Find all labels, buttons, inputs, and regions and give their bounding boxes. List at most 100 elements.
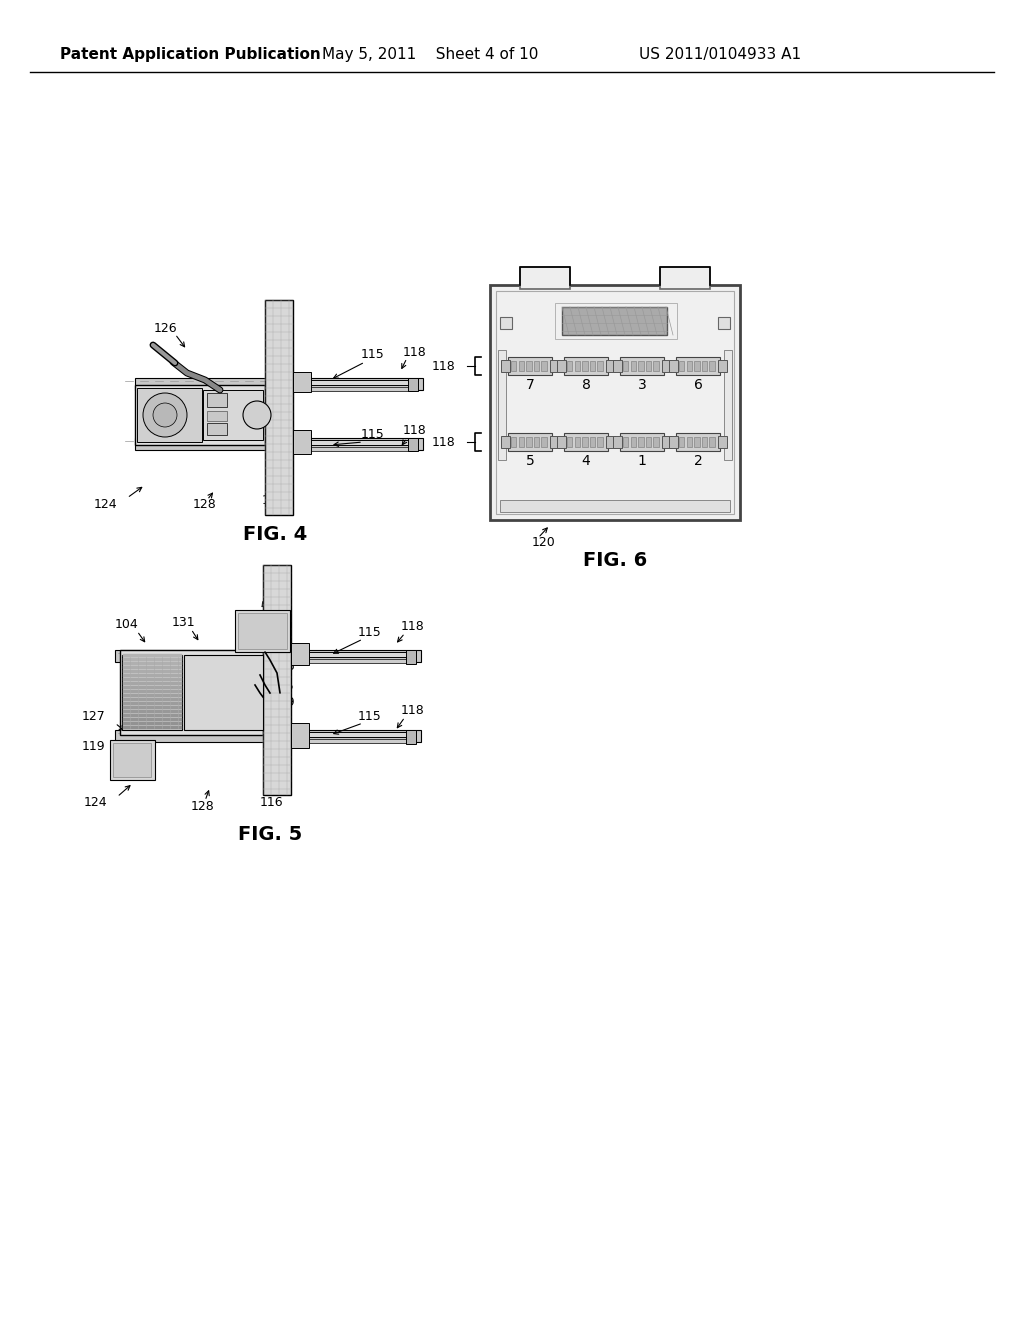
Bar: [710, 437, 715, 447]
Bar: [291, 723, 309, 748]
Text: 124: 124: [93, 499, 117, 511]
Text: 127: 127: [81, 710, 105, 723]
Bar: [135, 438, 423, 450]
Bar: [293, 380, 413, 385]
Text: 135: 135: [271, 681, 295, 693]
Text: 4: 4: [582, 454, 591, 469]
Bar: [662, 436, 671, 447]
Text: 104: 104: [115, 619, 139, 631]
Text: 115: 115: [361, 348, 385, 362]
Text: 118: 118: [401, 705, 425, 718]
Bar: [597, 437, 603, 447]
Text: 118: 118: [401, 620, 425, 634]
Bar: [293, 430, 311, 454]
Bar: [557, 360, 566, 372]
Bar: [613, 436, 622, 447]
Bar: [590, 437, 595, 447]
Bar: [238, 612, 287, 649]
Bar: [550, 360, 559, 372]
Bar: [724, 350, 732, 459]
Bar: [203, 389, 263, 440]
Text: 118: 118: [403, 346, 427, 359]
Bar: [669, 360, 678, 372]
Text: 126: 126: [154, 322, 177, 334]
Bar: [291, 659, 411, 663]
Bar: [496, 290, 734, 513]
Text: US 2011/0104933 A1: US 2011/0104933 A1: [639, 48, 801, 62]
Bar: [676, 433, 720, 451]
Text: 8: 8: [582, 378, 591, 392]
Bar: [623, 437, 629, 447]
Bar: [597, 360, 603, 371]
Bar: [137, 388, 202, 442]
Bar: [526, 437, 531, 447]
Text: 115: 115: [358, 710, 382, 723]
Text: May 5, 2011    Sheet 4 of 10: May 5, 2011 Sheet 4 of 10: [322, 48, 539, 62]
Bar: [679, 360, 684, 371]
Bar: [567, 437, 572, 447]
Bar: [679, 437, 684, 447]
Bar: [653, 360, 658, 371]
Bar: [564, 356, 608, 375]
Bar: [620, 433, 664, 451]
Circle shape: [243, 401, 271, 429]
Bar: [500, 500, 730, 512]
Bar: [508, 356, 552, 375]
Text: 128: 128: [194, 499, 217, 511]
Text: 120: 120: [532, 536, 556, 549]
Bar: [620, 356, 664, 375]
Bar: [646, 360, 651, 371]
Text: 131: 131: [171, 616, 195, 630]
Bar: [406, 730, 416, 744]
Text: 118: 118: [431, 436, 455, 449]
Text: 129: 129: [271, 697, 295, 710]
Text: 3: 3: [638, 378, 646, 392]
Bar: [623, 360, 629, 371]
Bar: [701, 437, 708, 447]
Bar: [646, 437, 651, 447]
Text: 115: 115: [358, 627, 382, 639]
Bar: [718, 317, 730, 329]
Bar: [567, 360, 572, 371]
Bar: [669, 436, 678, 447]
Bar: [115, 649, 421, 663]
Bar: [518, 360, 524, 371]
Bar: [574, 437, 580, 447]
Bar: [542, 437, 547, 447]
Bar: [613, 360, 622, 372]
Text: FIG. 5: FIG. 5: [238, 825, 302, 845]
Bar: [694, 360, 699, 371]
Bar: [263, 565, 291, 795]
Bar: [562, 308, 667, 335]
Text: 118: 118: [431, 359, 455, 372]
Bar: [135, 378, 423, 389]
Bar: [498, 350, 506, 459]
Bar: [653, 437, 658, 447]
Bar: [508, 433, 552, 451]
Text: 119: 119: [81, 741, 105, 754]
Text: Patent Application Publication: Patent Application Publication: [59, 48, 321, 62]
Bar: [207, 422, 227, 436]
Bar: [490, 285, 740, 520]
Bar: [687, 360, 692, 371]
Bar: [583, 437, 588, 447]
Text: 116: 116: [261, 494, 285, 507]
Bar: [631, 437, 636, 447]
Bar: [694, 437, 699, 447]
Bar: [207, 393, 227, 407]
Text: 124: 124: [83, 796, 106, 809]
Bar: [718, 436, 727, 447]
Bar: [291, 733, 411, 737]
Bar: [687, 437, 692, 447]
Bar: [638, 360, 643, 371]
Bar: [234, 610, 290, 652]
Text: 118: 118: [403, 424, 427, 437]
Bar: [120, 649, 263, 735]
Bar: [590, 360, 595, 371]
Bar: [710, 360, 715, 371]
Bar: [662, 360, 671, 372]
Bar: [293, 440, 413, 445]
Bar: [718, 360, 727, 372]
Bar: [555, 304, 677, 339]
Text: 116: 116: [259, 796, 283, 809]
